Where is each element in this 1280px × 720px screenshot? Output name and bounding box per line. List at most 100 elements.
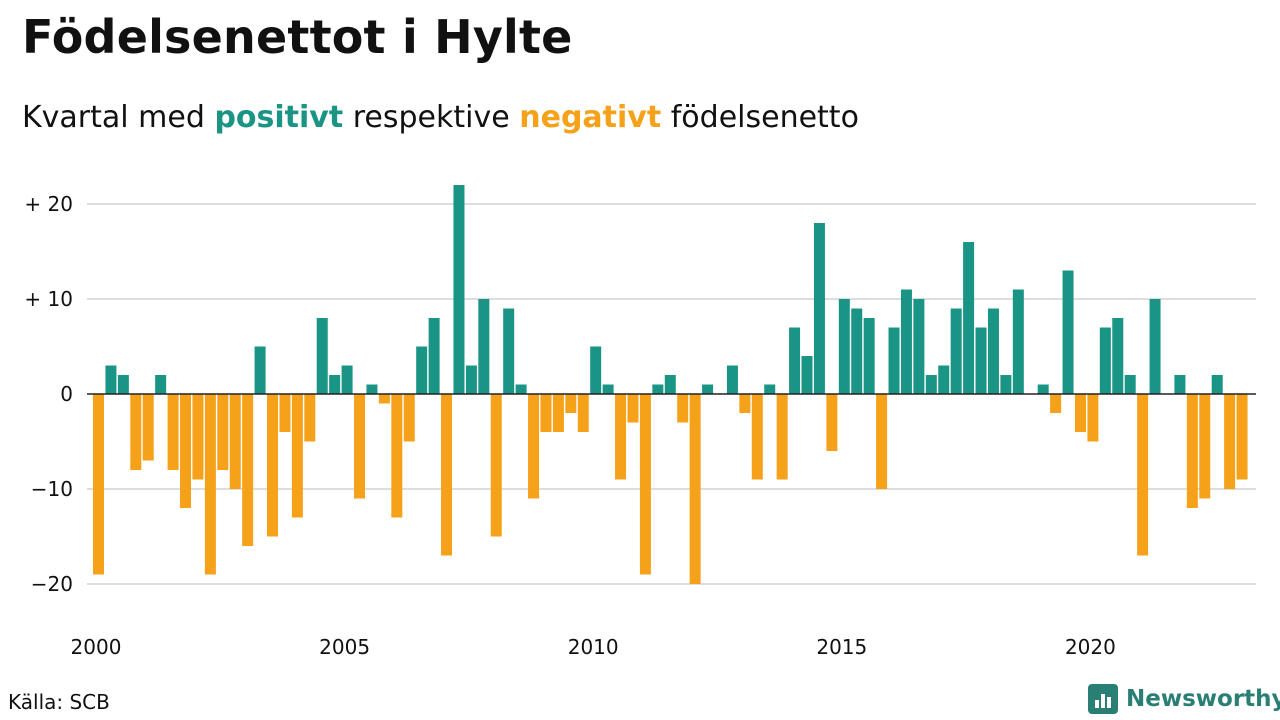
bar-positive bbox=[925, 375, 937, 394]
bar-positive bbox=[1124, 375, 1136, 394]
bar-negative bbox=[677, 394, 689, 423]
bar-negative bbox=[167, 394, 179, 470]
bar-negative bbox=[229, 394, 241, 489]
bar-negative bbox=[1050, 394, 1062, 413]
bar-negative bbox=[615, 394, 627, 480]
bar-negative bbox=[739, 394, 751, 413]
bar-positive bbox=[975, 327, 987, 394]
bar-negative bbox=[279, 394, 291, 432]
bar-positive bbox=[1037, 384, 1049, 394]
bar-negative bbox=[267, 394, 279, 537]
y-tick-label: 0 bbox=[60, 382, 73, 406]
y-tick-label: + 20 bbox=[24, 192, 73, 216]
bar-positive bbox=[764, 384, 776, 394]
brand-logo: Newsworthy bbox=[1088, 684, 1280, 714]
bar-positive bbox=[1174, 375, 1186, 394]
bar-positive bbox=[950, 308, 962, 394]
bar-positive bbox=[900, 289, 912, 394]
bar-negative bbox=[1137, 394, 1149, 556]
bar-positive bbox=[515, 384, 527, 394]
bar-positive bbox=[453, 185, 465, 394]
bar-positive bbox=[428, 318, 440, 394]
y-tick-label: −10 bbox=[31, 477, 73, 501]
bar-negative bbox=[1199, 394, 1211, 499]
bar-negative bbox=[354, 394, 366, 499]
bar-positive bbox=[801, 356, 813, 394]
bar-positive bbox=[963, 242, 975, 394]
bar-positive bbox=[478, 299, 490, 394]
x-tick-label: 2000 bbox=[71, 635, 122, 659]
bar-positive bbox=[789, 327, 801, 394]
bar-negative bbox=[391, 394, 403, 518]
bar-positive bbox=[366, 384, 378, 394]
bar-negative bbox=[204, 394, 216, 575]
x-tick-label: 2010 bbox=[568, 635, 619, 659]
bar-chart-logo-icon bbox=[1088, 684, 1118, 714]
y-tick-label: −20 bbox=[31, 572, 73, 596]
bar-negative bbox=[130, 394, 142, 470]
x-tick-label: 2020 bbox=[1065, 635, 1116, 659]
bar-positive bbox=[254, 346, 266, 394]
bar-positive bbox=[117, 375, 129, 394]
source-note: Källa: SCB bbox=[8, 690, 110, 714]
bar-positive bbox=[664, 375, 676, 394]
bar-negative bbox=[751, 394, 763, 480]
bar-negative bbox=[1087, 394, 1099, 442]
bar-negative bbox=[565, 394, 577, 413]
bar-negative bbox=[242, 394, 254, 546]
bar-positive bbox=[1012, 289, 1024, 394]
bar-negative bbox=[142, 394, 154, 461]
bar-positive bbox=[851, 308, 863, 394]
bar-positive bbox=[590, 346, 602, 394]
bar-positive bbox=[329, 375, 341, 394]
bar-positive bbox=[888, 327, 900, 394]
bar-negative bbox=[826, 394, 838, 451]
bar-negative bbox=[441, 394, 453, 556]
x-tick-label: 2005 bbox=[319, 635, 370, 659]
bar-negative bbox=[1186, 394, 1198, 508]
bar-negative bbox=[217, 394, 229, 470]
subtitle-middle: respektive bbox=[352, 100, 510, 135]
bar-negative bbox=[304, 394, 316, 442]
subtitle-prefix: Kvartal med bbox=[22, 100, 205, 135]
brand-name: Newsworthy bbox=[1126, 686, 1280, 712]
bar-negative bbox=[639, 394, 651, 575]
bar-positive bbox=[838, 299, 850, 394]
bar-negative bbox=[291, 394, 303, 518]
bar-positive bbox=[863, 318, 875, 394]
bar-negative bbox=[1236, 394, 1248, 480]
subtitle-negative: negativt bbox=[519, 100, 662, 135]
bar-positive bbox=[465, 365, 477, 394]
bar-negative bbox=[1074, 394, 1086, 432]
bar-negative bbox=[577, 394, 589, 432]
bar-positive bbox=[1099, 327, 1111, 394]
bar-positive bbox=[316, 318, 328, 394]
bar-negative bbox=[776, 394, 788, 480]
bar-negative bbox=[490, 394, 502, 537]
bar-negative bbox=[192, 394, 204, 480]
bar-positive bbox=[987, 308, 999, 394]
bar-positive bbox=[416, 346, 428, 394]
chart-title: Födelsenettot i Hylte bbox=[22, 10, 573, 64]
bar-positive bbox=[341, 365, 353, 394]
bar-positive bbox=[652, 384, 664, 394]
bar-negative bbox=[552, 394, 564, 432]
bar-positive bbox=[1062, 270, 1074, 394]
bar-negative bbox=[876, 394, 888, 489]
bar-positive bbox=[1000, 375, 1012, 394]
bar-positive bbox=[105, 365, 117, 394]
bar-positive bbox=[1112, 318, 1124, 394]
subtitle-positive: positivt bbox=[214, 100, 344, 135]
y-tick-label: + 10 bbox=[24, 287, 73, 311]
subtitle-suffix: födelsenetto bbox=[670, 100, 859, 135]
bar-negative bbox=[180, 394, 192, 508]
bar-negative bbox=[378, 394, 390, 404]
bar-positive bbox=[726, 365, 738, 394]
bar-negative bbox=[689, 394, 701, 584]
bar-negative bbox=[403, 394, 415, 442]
bar-negative bbox=[93, 394, 104, 575]
bar-negative bbox=[1224, 394, 1236, 489]
bar-positive bbox=[503, 308, 515, 394]
bar-positive bbox=[702, 384, 714, 394]
bar-positive bbox=[1211, 375, 1223, 394]
